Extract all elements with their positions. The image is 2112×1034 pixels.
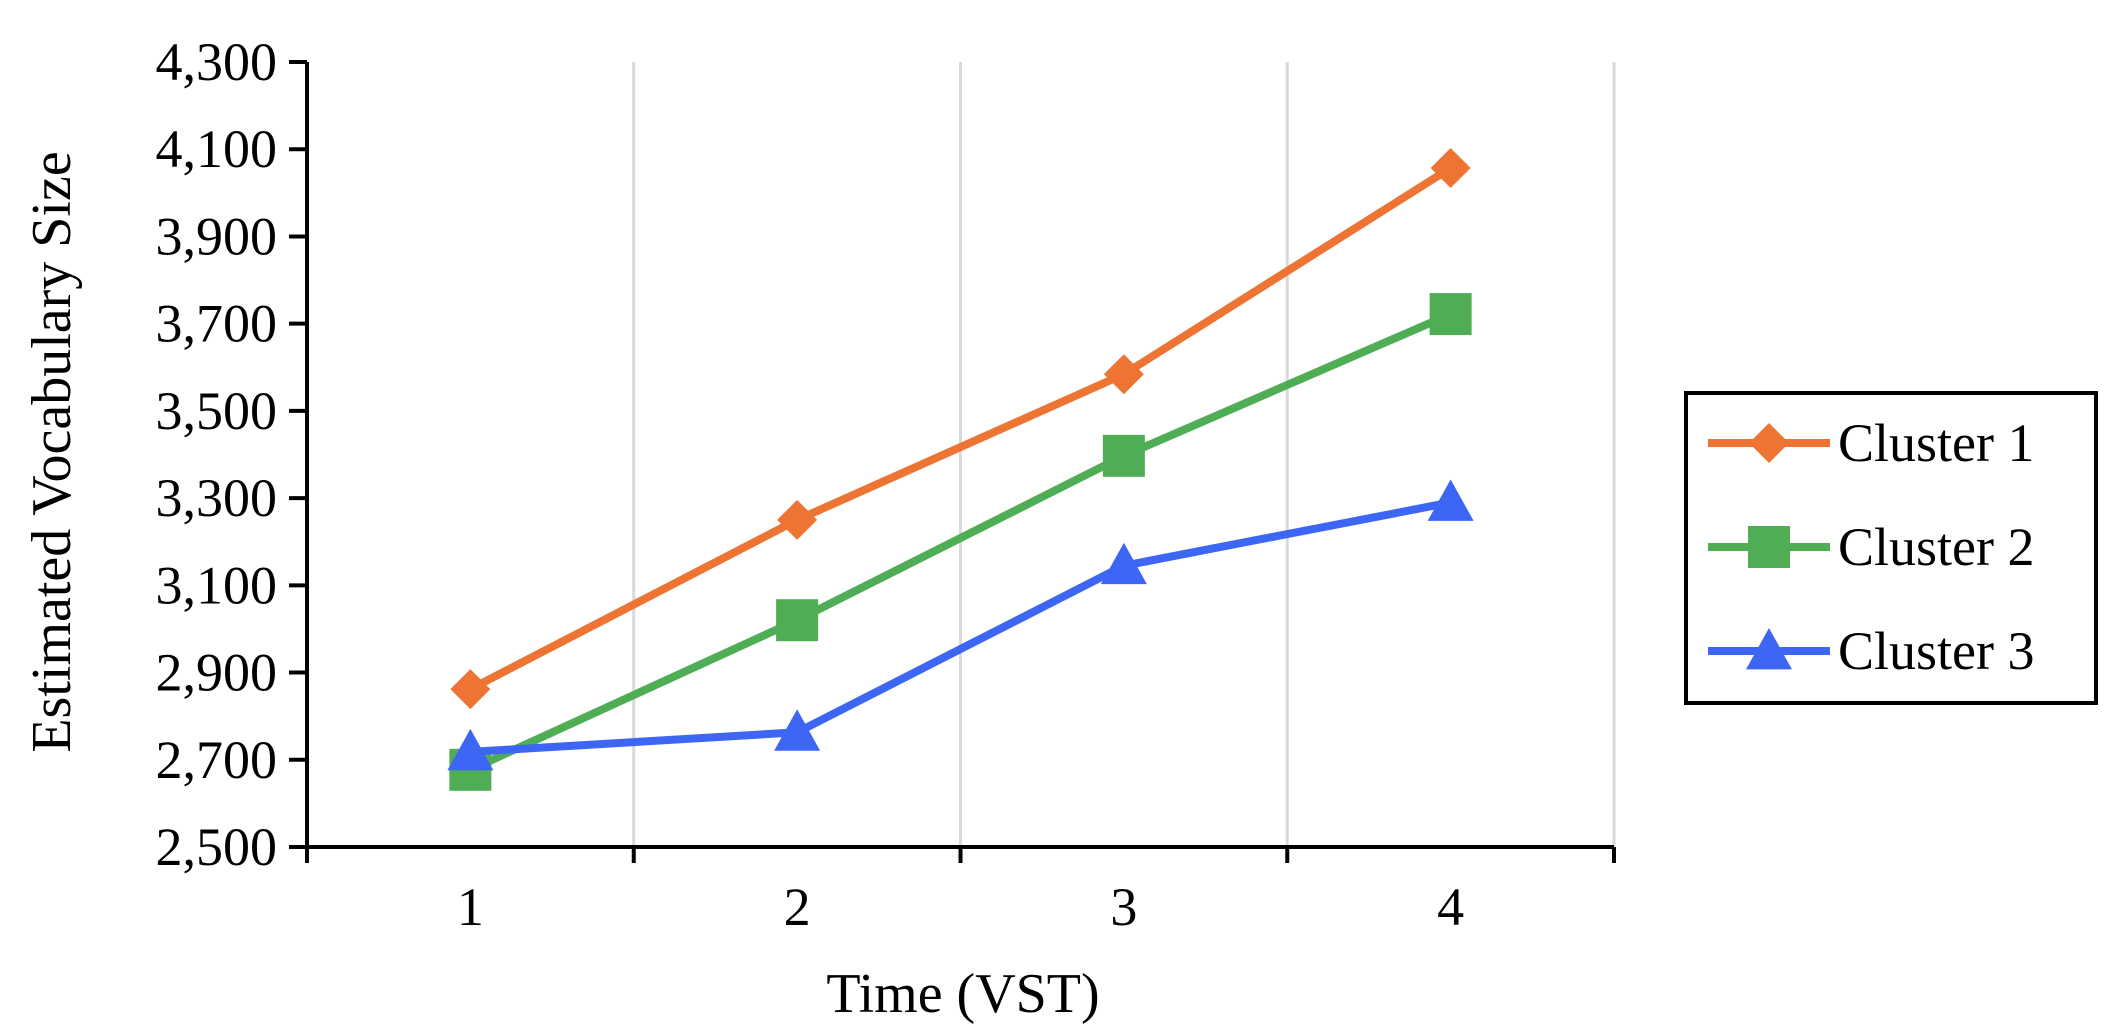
data-point xyxy=(1100,542,1147,585)
y-tick-label: 2,900 xyxy=(156,643,278,703)
data-point xyxy=(450,669,491,710)
series-line xyxy=(466,310,1455,774)
legend-label: Cluster 1 xyxy=(1838,413,2035,473)
data-point xyxy=(1430,147,1471,188)
x-tick-label: 1 xyxy=(457,877,484,937)
data-point xyxy=(1102,434,1145,477)
y-tick-label: 3,900 xyxy=(156,206,278,266)
y-tick-label: 3,100 xyxy=(156,555,278,615)
y-tick-label: 2,500 xyxy=(156,817,278,877)
data-point xyxy=(1103,354,1144,395)
legend: Cluster 1 Cluster 2 Cluster 3 xyxy=(1684,391,2098,705)
data-point xyxy=(777,499,818,540)
legend-label: Cluster 3 xyxy=(1838,621,2035,681)
data-point xyxy=(774,709,821,751)
series-layer xyxy=(447,147,1474,791)
data-point xyxy=(776,599,819,642)
y-tick-labels: 2,500 2,700 2,900 3,100 3,300 3,500 3,700 3,900… xyxy=(156,32,278,877)
y-tick-label: 3,700 xyxy=(156,294,278,354)
legend-item: Cluster 2 xyxy=(1708,517,2035,577)
series-line xyxy=(466,163,1455,694)
data-point xyxy=(1429,293,1472,336)
x-tick-label: 4 xyxy=(1437,877,1464,937)
series-1 xyxy=(450,147,1471,710)
legend-swatch-marker xyxy=(1748,526,1790,568)
data-point xyxy=(447,728,494,771)
y-tick-label: 3,300 xyxy=(156,468,278,528)
y-tick-label: 3,500 xyxy=(156,381,278,441)
axes xyxy=(289,60,1616,863)
data-point xyxy=(1427,479,1474,521)
series-line xyxy=(466,498,1455,756)
y-axis-title: Estimated Vocabulary Size xyxy=(21,151,83,752)
legend-swatch-marker xyxy=(1746,628,1792,670)
legend-item: Cluster 3 xyxy=(1708,621,2035,681)
x-tick-labels: 1 2 3 4 xyxy=(457,877,1464,937)
gridlines xyxy=(632,62,1616,847)
y-tick-label: 4,100 xyxy=(156,119,278,179)
series-3 xyxy=(447,479,1474,771)
legend-label: Cluster 2 xyxy=(1838,517,2035,577)
y-tick-label: 2,700 xyxy=(156,730,278,790)
legend-item: Cluster 1 xyxy=(1708,413,2035,473)
x-tick-label: 2 xyxy=(784,877,811,937)
x-axis-title: Time (VST) xyxy=(826,963,1099,1025)
y-tick-label: 4,300 xyxy=(156,32,278,92)
x-tick-label: 3 xyxy=(1110,877,1137,937)
legend-swatch-marker xyxy=(1749,423,1789,463)
